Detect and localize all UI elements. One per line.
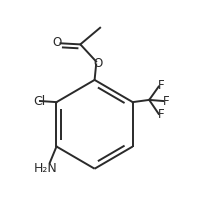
Text: H₂N: H₂N [34,162,58,175]
Text: O: O [93,57,103,70]
Text: F: F [162,95,169,107]
Text: O: O [52,36,61,49]
Text: Cl: Cl [33,95,45,107]
Text: F: F [158,109,165,121]
Text: F: F [158,79,165,92]
